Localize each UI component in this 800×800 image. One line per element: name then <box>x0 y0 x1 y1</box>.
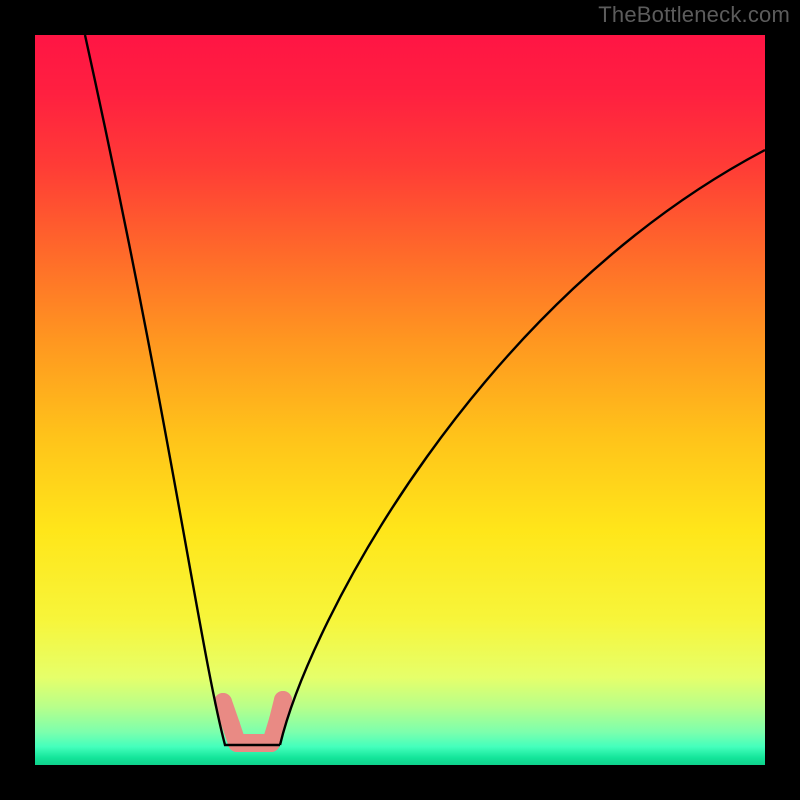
highlight-dot <box>228 734 246 752</box>
highlight-dot <box>262 734 280 752</box>
watermark-text: TheBottleneck.com <box>598 2 790 28</box>
chart-stage: TheBottleneck.com <box>0 0 800 800</box>
plot-background <box>35 35 765 765</box>
highlight-dot <box>222 716 240 734</box>
highlight-dot <box>274 691 292 709</box>
chart-svg <box>0 0 800 800</box>
